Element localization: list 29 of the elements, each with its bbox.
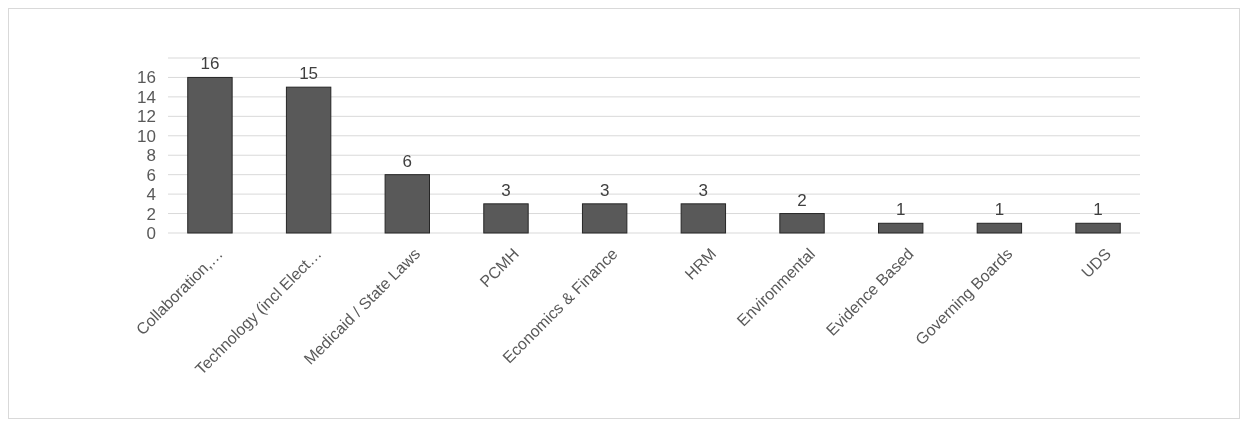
data-label: 3 [501,180,511,200]
bar [187,76,233,234]
data-label: 3 [698,180,709,200]
y-tick-label: 14 [137,87,156,107]
data-label: 1 [1093,200,1103,220]
bar [878,222,924,234]
data-label: 1 [895,200,906,220]
bar [1075,222,1121,234]
bar [581,203,628,234]
data-label: 15 [299,64,319,84]
data-label: 1 [994,200,1005,220]
bar [384,174,430,234]
bar [976,222,1023,234]
y-tick-label: 16 [137,68,156,88]
y-tick-label: 10 [137,126,156,146]
y-tick-label: 12 [137,107,156,127]
data-label: 6 [402,151,413,171]
data-label: 3 [599,180,610,200]
y-tick-label: 8 [146,146,156,166]
data-label: 2 [797,190,807,210]
y-tick-label: 2 [146,204,156,224]
bar [285,86,332,234]
bar [483,203,529,234]
y-tick-label: 0 [146,223,156,243]
bar [680,203,727,234]
bar [779,213,825,234]
y-tick-label: 4 [146,185,156,205]
data-label: 16 [200,54,220,74]
y-tick-label: 6 [146,165,156,185]
